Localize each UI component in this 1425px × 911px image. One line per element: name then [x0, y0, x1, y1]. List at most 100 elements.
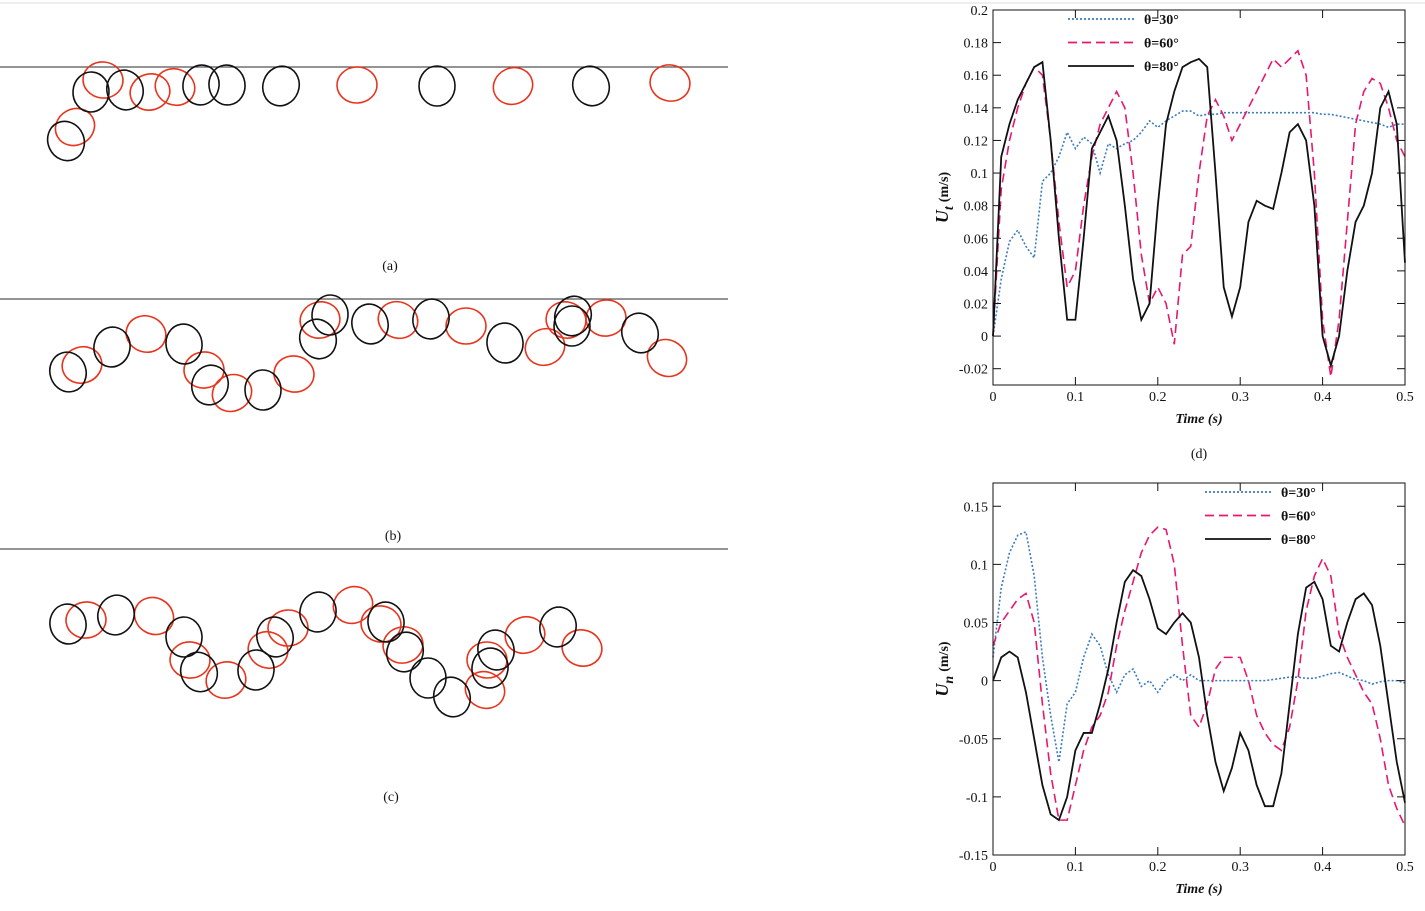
y-axis-symbol: U	[932, 209, 952, 223]
plot-frame	[992, 9, 1406, 386]
bubble-outline	[299, 591, 337, 633]
bubble-outline	[311, 294, 349, 336]
series-line	[992, 110, 1405, 337]
y-axis-subscript: n	[942, 676, 957, 684]
bubble-outline	[382, 626, 424, 664]
bubble-outline	[418, 65, 456, 107]
y-tick-label: 0.12	[964, 134, 989, 149]
bubble-outline	[106, 69, 144, 111]
y-tick-label: 0.1	[971, 167, 989, 182]
y-tick-label: 0.05	[964, 617, 989, 632]
bubble-outline	[646, 338, 688, 378]
bubble-outline	[129, 73, 171, 111]
bubble-outline	[183, 351, 225, 389]
bubble-outline	[125, 314, 167, 354]
legend-label: θ=80°	[1281, 533, 1316, 548]
bubble-outline	[409, 657, 447, 699]
bubble-outline	[351, 303, 389, 345]
x-tick-label: 0.4	[1314, 390, 1332, 405]
bubble-outline	[649, 64, 691, 102]
bubble-outline	[49, 603, 87, 645]
y-tick-label: 0.02	[964, 297, 989, 312]
chart: 0 0.1 0.2 0.3 0.4 0.5 -0.15 -0.1 -0.05 0 0.05 0.1 0.…	[932, 482, 1414, 897]
legend-label: θ=30°	[1281, 486, 1316, 501]
series-line	[992, 568, 1406, 822]
bubble-outline	[445, 307, 487, 345]
y-tick-label: 0.1	[971, 558, 989, 573]
bubble-outline	[169, 641, 211, 679]
bubble-outline	[471, 647, 509, 689]
bubble-outline	[65, 601, 107, 639]
series-line	[992, 526, 1406, 827]
bubble-outline	[524, 327, 566, 367]
legend-label: θ=30°	[1144, 13, 1179, 28]
y-axis-symbol: U	[932, 683, 952, 697]
legend-label: θ=60°	[1281, 510, 1316, 525]
y-axis-unit: (m/s)	[937, 641, 952, 672]
series-line	[992, 57, 1406, 369]
chart-caption: (d)	[1191, 447, 1208, 462]
y-axis-title: Ut (m/s)	[932, 172, 957, 224]
bubble-outline	[179, 651, 219, 693]
bubble-outline	[464, 670, 506, 710]
bubble-outline	[48, 351, 88, 393]
panel-caption: (a)	[382, 259, 398, 274]
y-axis-subscript: t	[942, 205, 957, 210]
series-line	[992, 49, 1406, 377]
y-tick-label: 0	[981, 330, 988, 345]
bubble-outline	[96, 594, 136, 636]
y-tick-label: -0.1	[966, 791, 988, 806]
bubble-outline	[133, 596, 175, 636]
bubble-outline	[553, 305, 591, 347]
bubble-outline	[190, 364, 230, 406]
bubble-outline	[247, 630, 289, 670]
bubble-outline	[165, 323, 203, 365]
y-axis-unit: (m/s)	[937, 172, 952, 203]
bubble-outline	[585, 299, 627, 337]
panel-caption: (b)	[385, 529, 402, 544]
x-tick-label: 0.1	[1067, 860, 1085, 875]
x-tick-label: 0.2	[1149, 390, 1167, 405]
bubble-outline	[61, 345, 103, 385]
bubble-outline	[336, 66, 378, 104]
x-tick-label: 0.1	[1067, 390, 1085, 405]
y-tick-label: 0.04	[964, 265, 989, 280]
bubble-outline	[477, 629, 515, 671]
x-axis-title: Time (s)	[1175, 412, 1222, 427]
y-axis-title: Un (m/s)	[932, 641, 957, 696]
y-tick-label: 0.14	[964, 102, 989, 117]
bubble-outline	[377, 300, 419, 340]
bubble-outline	[545, 301, 587, 339]
bubble-outline	[72, 71, 110, 113]
x-axis-title: Time (s)	[1175, 882, 1222, 897]
bubble-outline	[154, 67, 196, 107]
x-tick-label: 0.3	[1231, 390, 1249, 405]
y-tick-label: 0.06	[964, 232, 989, 247]
bubble-outline	[267, 609, 309, 647]
y-tick-label: -0.02	[959, 363, 988, 378]
x-tick-label: 0.5	[1396, 860, 1414, 875]
bubble-outline	[561, 629, 603, 667]
y-tick-label: 0.08	[964, 200, 989, 215]
x-tick-label: 0	[990, 390, 997, 405]
y-tick-label: 0.16	[964, 69, 989, 84]
bubble-outline	[211, 373, 253, 413]
bubble-panels	[0, 61, 728, 718]
bubble-outline	[182, 64, 220, 106]
bubble-outline	[432, 676, 472, 718]
legend-label: θ=80°	[1144, 60, 1179, 75]
x-tick-label: 0.4	[1314, 860, 1332, 875]
bubble-outline	[571, 65, 611, 107]
bubble-outline	[46, 120, 86, 162]
x-tick-label: 0.5	[1396, 390, 1414, 405]
bubble-outline	[504, 615, 546, 655]
bubble-outline	[412, 298, 450, 340]
y-tick-label: 0.2	[971, 4, 989, 19]
bubble-outline	[261, 65, 301, 107]
y-tick-label: -0.15	[959, 849, 988, 864]
x-tick-label: 0.2	[1149, 860, 1167, 875]
bubble-outline	[54, 107, 96, 147]
bubble-outline	[620, 312, 660, 354]
